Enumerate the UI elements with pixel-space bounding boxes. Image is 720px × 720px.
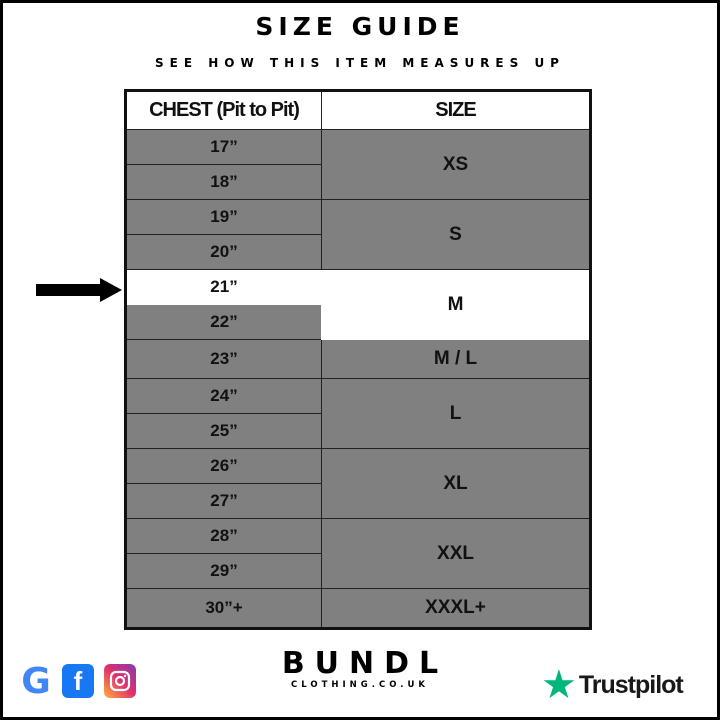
- table-row: 19” S: [125, 199, 591, 270]
- instagram-icon[interactable]: [104, 664, 136, 698]
- brand-logo: BUNDL CLOTHING.CO.UK: [260, 646, 460, 691]
- table-row: 27”: [125, 483, 591, 519]
- size-cell: XS: [321, 129, 591, 200]
- table-row: 29”: [125, 553, 591, 589]
- chest-cell: 28”: [125, 518, 322, 554]
- chest-cell: 19”: [125, 199, 322, 235]
- chest-header: CHEST (Pit to Pit): [125, 90, 322, 130]
- table-row: 23” M / L: [125, 339, 591, 379]
- table-header: CHEST (Pit to Pit) SIZE: [125, 90, 591, 130]
- chest-cell: 29”: [125, 553, 322, 589]
- table-row: 20”: [125, 234, 591, 270]
- brand-name: BUNDL: [281, 646, 449, 681]
- page-subtitle: SEE HOW THIS ITEM MEASURES UP: [155, 56, 565, 70]
- chest-cell: 30”+: [125, 588, 322, 629]
- chest-cell: 22”: [125, 304, 322, 340]
- page-title: SIZE GUIDE: [255, 12, 465, 41]
- trustpilot-text: Trustpilot: [578, 670, 684, 699]
- star-icon: ★: [541, 663, 577, 707]
- chest-cell-highlighted: 21”: [125, 269, 322, 305]
- chest-cell: 17”: [125, 129, 322, 165]
- chest-cell: 18”: [125, 164, 322, 200]
- size-cell: XL: [321, 448, 591, 519]
- social-links: G f: [20, 660, 136, 702]
- size-cell: XXL: [321, 518, 591, 589]
- size-cell: S: [321, 199, 591, 270]
- table-row: 24” L: [125, 378, 591, 449]
- table-row: 26” XL: [125, 448, 591, 519]
- table-row: 17” XS: [125, 129, 591, 200]
- size-cell: L: [321, 378, 591, 449]
- chest-cell: 27”: [125, 483, 322, 519]
- chest-cell: 23”: [125, 339, 322, 379]
- chest-cell: 26”: [125, 448, 322, 484]
- size-cell: M / L: [321, 339, 591, 379]
- size-table: CHEST (Pit to Pit) SIZE 17” XS 18” 19” S 2…: [124, 89, 592, 630]
- chest-cell: 25”: [125, 413, 322, 449]
- facebook-icon[interactable]: f: [62, 664, 94, 698]
- table-row-highlighted: 21” M: [125, 269, 591, 340]
- table-row: 28” XXL: [125, 518, 591, 589]
- trustpilot-logo[interactable]: ★ Trustpilot: [541, 663, 684, 707]
- google-icon[interactable]: G: [20, 660, 52, 702]
- size-header: SIZE: [321, 90, 591, 130]
- brand-domain: CLOTHING.CO.UK: [291, 680, 429, 690]
- size-cell-highlighted: M: [321, 269, 591, 340]
- arrow-right-icon: [36, 278, 122, 302]
- chest-cell: 24”: [125, 378, 322, 414]
- table-row: 22”: [125, 304, 591, 340]
- table-row: 30”+ XXXL+: [125, 588, 591, 629]
- size-cell: XXXL+: [321, 588, 591, 629]
- chest-cell: 20”: [125, 234, 322, 270]
- table-row: 25”: [125, 413, 591, 449]
